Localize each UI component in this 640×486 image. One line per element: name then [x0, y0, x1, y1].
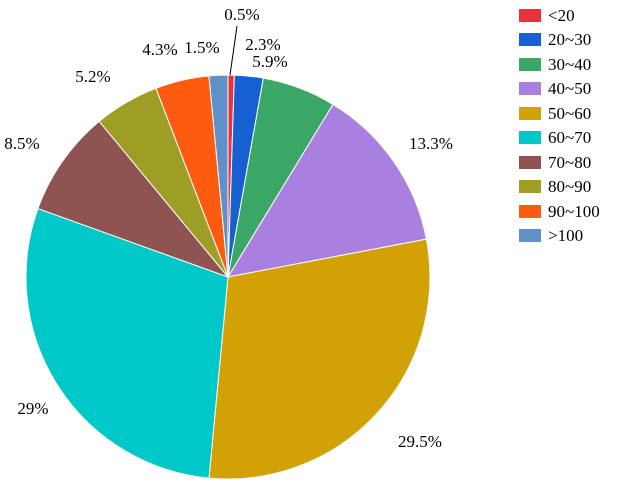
legend-item-80~90: 80~90 — [519, 175, 600, 200]
pie-percent-label-90~100: 4.3% — [142, 40, 177, 59]
legend-label: 40~50 — [548, 79, 592, 99]
legend-label: 80~90 — [548, 177, 592, 197]
legend-swatch-icon — [519, 155, 541, 169]
label-leader-line — [229, 25, 238, 76]
legend-item-20~30: 20~30 — [519, 28, 600, 53]
pie-percent-label-80~90: 5.2% — [75, 67, 110, 86]
legend-item-50~60: 50~60 — [519, 101, 600, 126]
legend-swatch-icon — [519, 180, 541, 194]
pie-slice-60~70 — [25, 207, 229, 479]
legend-label: 70~80 — [548, 152, 592, 172]
pie-percent-label-<20: 0.5% — [224, 5, 259, 24]
pie-percent-label-70~80: 8.5% — [4, 134, 39, 153]
legend-item-60~70: 60~70 — [519, 126, 600, 151]
pie-slice-70~80 — [37, 120, 230, 279]
legend-swatch-icon — [519, 82, 541, 96]
legend-item-40~50: 40~50 — [519, 77, 600, 102]
pie-slice-40~50 — [226, 103, 428, 278]
legend-item-<20: <20 — [519, 3, 600, 28]
pie-slice-50~60 — [208, 238, 431, 480]
pie-percent-label-60~70: 29% — [17, 399, 48, 418]
legend-label: <20 — [548, 5, 575, 25]
legend-swatch-icon — [519, 229, 541, 243]
legend-item-30~40: 30~40 — [519, 52, 600, 77]
legend-item-90~100: 90~100 — [519, 199, 600, 224]
legend-swatch-icon — [519, 8, 541, 22]
legend-item-70~80: 70~80 — [519, 150, 600, 175]
legend-label: 30~40 — [548, 54, 592, 74]
pie-percent-label-40~50: 13.3% — [409, 134, 453, 153]
legend-swatch-icon — [519, 204, 541, 218]
legend-swatch-icon — [519, 33, 541, 47]
legend-item->100: >100 — [519, 224, 600, 249]
legend-label: 20~30 — [548, 30, 592, 50]
legend-swatch-icon — [519, 57, 541, 71]
legend-label: 90~100 — [548, 201, 600, 221]
pie-percent-label-50~60: 29.5% — [398, 432, 442, 451]
legend-swatch-icon — [519, 131, 541, 145]
legend-swatch-icon — [519, 106, 541, 120]
pie-percent-label->100: 1.5% — [184, 38, 219, 57]
pie-percent-label-20~30: 2.3% — [245, 35, 280, 54]
legend-label: >100 — [548, 226, 584, 246]
legend-label: 50~60 — [548, 103, 592, 123]
pie-percent-label-30~40: 5.9% — [252, 52, 287, 71]
legend: <20 20~30 30~40 40~50 50~60 60~70 70~80 80~90 90… — [519, 3, 600, 248]
pie-slice->100 — [208, 74, 229, 278]
legend-label: 60~70 — [548, 128, 592, 148]
